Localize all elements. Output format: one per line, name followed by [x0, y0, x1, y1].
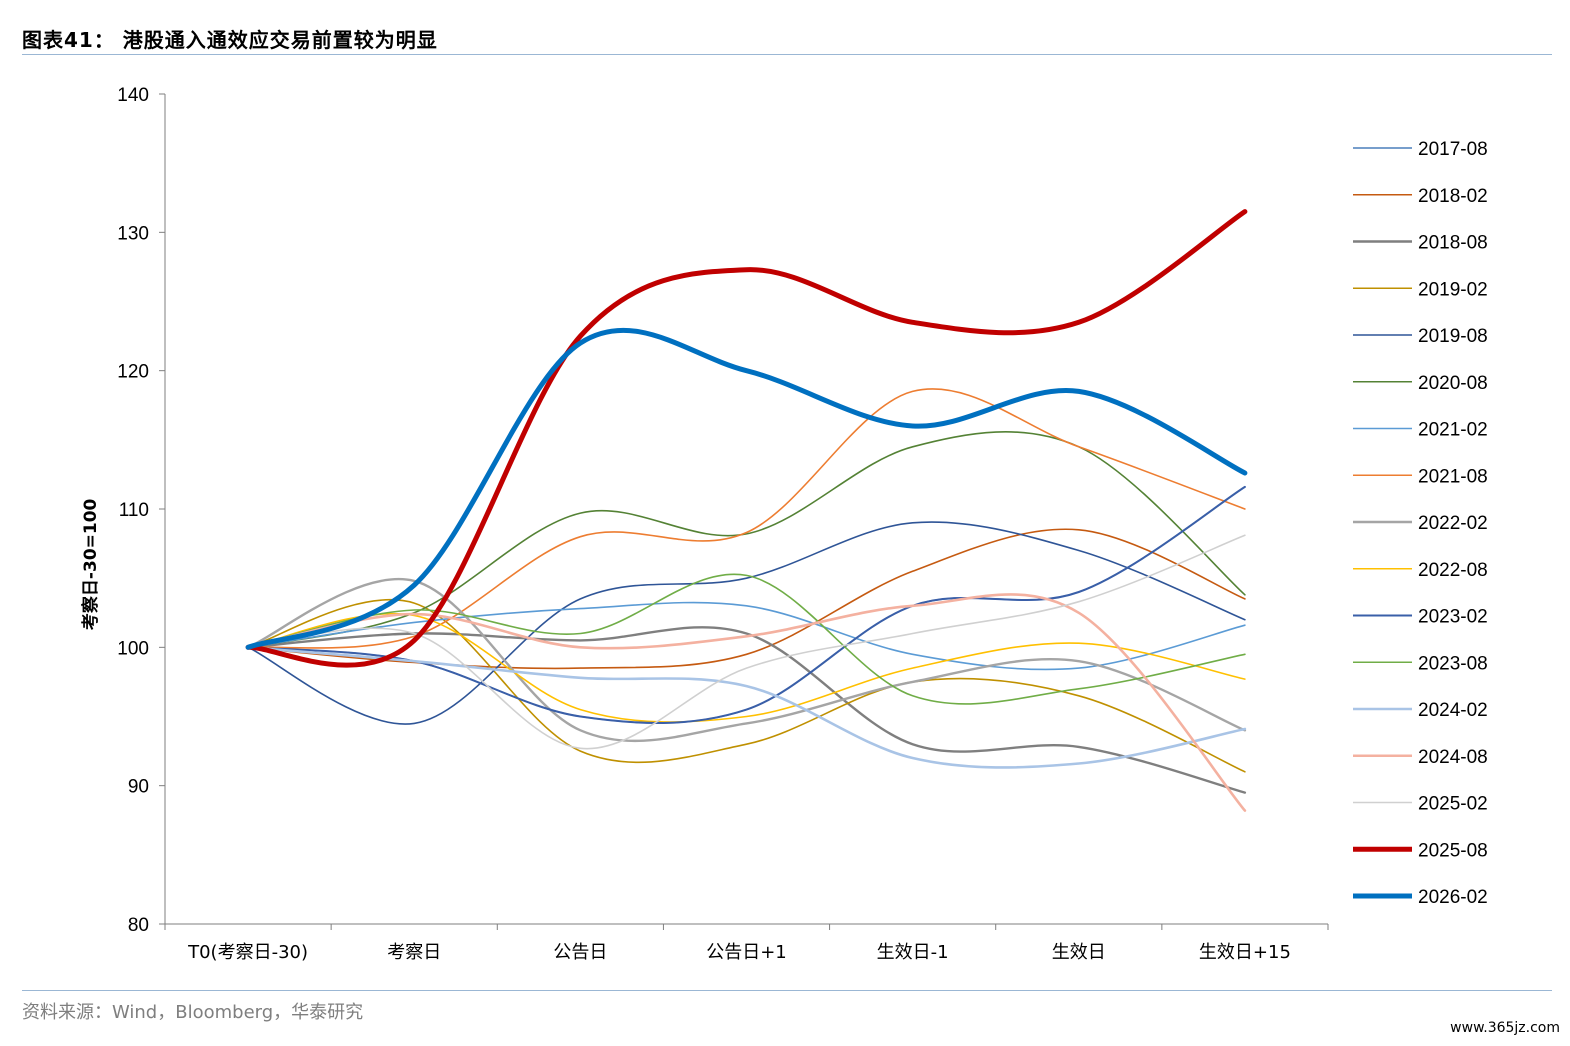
- legend-label-2017-08: 2017-08: [1418, 139, 1488, 160]
- top-divider: [22, 54, 1552, 55]
- y-axis-label: 考察日-30=100: [80, 498, 101, 631]
- legend-label-2023-08: 2023-08: [1418, 653, 1488, 674]
- series-line-2025-08: [245, 209, 1248, 668]
- series-line-2023-08: [247, 573, 1246, 705]
- bottom-divider: [22, 990, 1552, 991]
- x-tick-label: 生效日: [1052, 942, 1106, 963]
- y-tick-label: 80: [128, 915, 149, 936]
- legend-label-2023-02: 2023-02: [1418, 607, 1488, 628]
- series-line-2024-08: [246, 593, 1247, 812]
- x-tick-label: 考察日: [387, 942, 441, 963]
- series-line-2023-02: [247, 485, 1246, 724]
- watermark: www.365jz.com: [1450, 1020, 1560, 1036]
- x-tick-label: 生效日+15: [1199, 942, 1291, 963]
- legend-label-2025-02: 2025-02: [1418, 794, 1488, 815]
- series-line-2017-08: [247, 486, 1246, 724]
- y-tick-label: 140: [117, 85, 149, 106]
- y-tick-label: 130: [117, 223, 149, 244]
- series-line-2024-02: [246, 646, 1247, 769]
- legend-label-2026-02: 2026-02: [1418, 887, 1488, 908]
- legend-label-2019-08: 2019-08: [1418, 326, 1488, 347]
- legend-label-2020-08: 2020-08: [1418, 373, 1488, 394]
- x-tick-label: 公告日+1: [706, 942, 787, 963]
- legend-label-2025-08: 2025-08: [1418, 840, 1488, 861]
- series-line-2021-02: [247, 601, 1246, 671]
- series-line-2025-02: [247, 534, 1246, 750]
- y-tick-label: 100: [117, 638, 149, 659]
- y-tick-label: 110: [119, 500, 149, 521]
- y-tick-label: 90: [128, 777, 149, 798]
- x-tick-label: T0(考察日-30): [187, 942, 308, 963]
- legend-label-2022-08: 2022-08: [1418, 560, 1488, 581]
- x-tick-label: 生效日-1: [877, 942, 949, 963]
- figure-title: 图表41： 港股通入通效应交易前置较为明显: [22, 28, 438, 52]
- x-tick-label: 公告日: [553, 942, 607, 963]
- legend-label-2018-02: 2018-02: [1418, 186, 1488, 207]
- legend-label-2018-08: 2018-08: [1418, 233, 1488, 254]
- chart-legend: 2017-08 2018-02 2018-08 2019-02 2019-08 2020-…: [1353, 139, 1488, 908]
- series-line-2022-02: [246, 577, 1247, 743]
- legend-label-2019-02: 2019-02: [1418, 279, 1488, 300]
- series-lines: [245, 209, 1248, 812]
- line-chart: 80 90 100 110 120 130 140 T0(考察日-30) 考察日 公告日 公告日+…: [80, 85, 1488, 963]
- legend-label-2024-02: 2024-02: [1418, 700, 1488, 721]
- y-tick-label: 120: [117, 362, 149, 383]
- series-line-2022-08: [247, 612, 1246, 723]
- chart-axes: [164, 94, 1328, 925]
- legend-label-2024-08: 2024-08: [1418, 747, 1488, 768]
- legend-label-2021-08: 2021-08: [1418, 466, 1488, 487]
- series-line-2026-02: [245, 327, 1248, 650]
- legend-label-2022-02: 2022-02: [1418, 513, 1488, 534]
- series-line-2019-08: [247, 521, 1246, 725]
- legend-label-2021-02: 2021-02: [1418, 420, 1488, 441]
- x-axis-ticks: T0(考察日-30) 考察日 公告日 公告日+1 生效日-1 生效日 生效日+15: [164, 924, 1329, 963]
- series-line-2021-08: [247, 388, 1246, 649]
- series-line-2019-02: [247, 598, 1246, 773]
- y-axis-ticks: 80 90 100 110 120 130 140: [117, 85, 165, 936]
- source-note: 资料来源：Wind，Bloomberg，华泰研究: [22, 1002, 364, 1023]
